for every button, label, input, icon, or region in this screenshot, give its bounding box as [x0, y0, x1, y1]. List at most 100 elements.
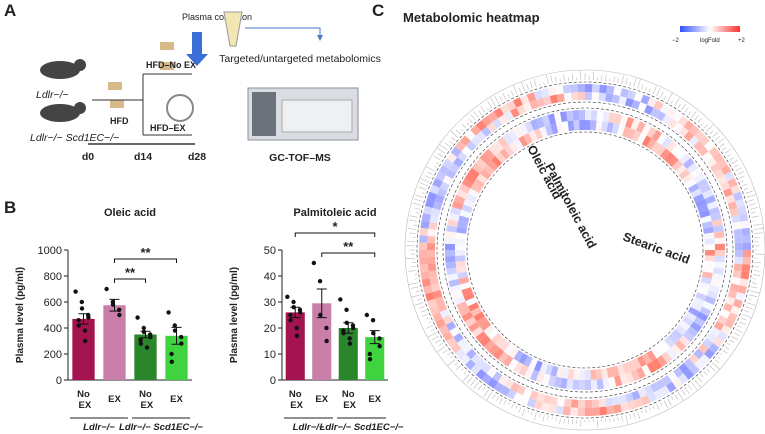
heatmap-cell — [533, 400, 543, 411]
heatmap-cell — [539, 126, 548, 138]
heatmap-cell — [523, 355, 533, 368]
heatmap-cell — [553, 112, 562, 124]
dendrogram-line — [722, 147, 727, 151]
heatmap-cell — [595, 120, 603, 132]
data-point — [179, 341, 184, 346]
dendrogram-line — [496, 396, 500, 401]
heatmap-cell — [570, 407, 578, 416]
heatmap-cell — [493, 381, 504, 393]
dendrogram-line — [621, 75, 624, 85]
dendrogram-line — [694, 115, 699, 121]
dendrogram-line — [750, 212, 756, 214]
data-point — [347, 336, 352, 341]
dendrogram-line — [473, 382, 479, 389]
heatmap-cell — [590, 110, 598, 121]
heatmap-cell — [695, 198, 707, 208]
heatmap-cell — [445, 255, 456, 263]
heatmap-cell — [643, 385, 654, 396]
dendrogram-line — [437, 147, 446, 154]
data-point — [166, 310, 171, 315]
heatmap-cell — [458, 183, 471, 194]
heatmap-cell — [550, 123, 559, 135]
y-tick-label: 600 — [44, 297, 62, 309]
y-tick-label: 40 — [264, 271, 276, 283]
dendrogram-line — [480, 106, 486, 113]
y-tick-label: 200 — [44, 349, 62, 361]
heatmap-cell — [734, 256, 743, 265]
heatmap-cell — [503, 110, 514, 122]
dendrogram-line — [613, 76, 615, 83]
instrument-label: GC-TOF–MS — [269, 152, 331, 164]
heatmap-cell — [716, 158, 728, 169]
dendrogram-line — [729, 157, 735, 161]
heatmap-cell — [693, 297, 705, 307]
dendrogram-line — [483, 389, 489, 398]
heatmap-cell — [507, 129, 519, 142]
heatmap-cell — [693, 193, 705, 203]
heatmap-cell — [438, 164, 450, 176]
significance-bracket — [321, 252, 376, 257]
y-tick-label: 20 — [264, 323, 276, 335]
heatmap-cell — [742, 235, 751, 243]
dendrogram-line — [717, 356, 721, 359]
heatmap-cell — [446, 267, 458, 275]
heatmap-cell — [722, 302, 733, 313]
heatmap-cell — [730, 305, 741, 316]
heatmap-cell — [529, 369, 540, 382]
heatmap-cell — [458, 306, 471, 317]
heatmap-cell — [547, 113, 557, 125]
heatmap-cell — [712, 225, 724, 233]
heatmap-cell — [567, 368, 575, 380]
x-tick-label: No EX — [76, 389, 92, 411]
dendrogram-line — [700, 374, 704, 378]
heatmap-cell — [427, 250, 436, 258]
heatmap-cell — [708, 284, 720, 294]
dendrogram-line — [409, 215, 419, 218]
data-point — [288, 312, 293, 318]
heatmap-cell — [544, 124, 554, 136]
dendrogram-line — [722, 349, 728, 354]
dendrogram-line — [703, 123, 709, 129]
heatmap-cell — [429, 184, 440, 195]
heatmap-cell — [690, 188, 703, 198]
heatmap-cell — [432, 289, 443, 299]
heatmap-cell — [461, 287, 473, 296]
heatmap-cell — [646, 138, 657, 150]
dendrogram-line — [691, 382, 698, 391]
dendrogram-line — [749, 290, 760, 294]
heatmap-cell — [475, 131, 487, 142]
heatmap-cell — [666, 381, 677, 393]
heatmap-cell — [673, 367, 684, 378]
heatmap-cell — [486, 367, 497, 378]
heatmap-cell — [613, 404, 622, 414]
heatmap-cell — [518, 135, 529, 147]
heatmap-cell — [636, 367, 646, 379]
heatmap-cell — [637, 355, 647, 368]
heatmap-cell — [506, 100, 517, 111]
heatmap-cell — [641, 353, 652, 365]
heatmap-cell — [459, 281, 471, 291]
heatmap-cell — [585, 120, 591, 131]
heatmap-cell — [479, 320, 492, 332]
heatmap-cell — [483, 324, 495, 336]
heatmap-cell — [572, 379, 580, 390]
heatmap-cell — [465, 130, 476, 141]
heatmap-cell — [710, 326, 721, 338]
heatmap-cell — [667, 332, 679, 344]
heatmap-cell — [732, 191, 743, 202]
dendrogram-line — [555, 417, 557, 421]
heatmap-cell — [560, 111, 568, 123]
heatmap-cell — [585, 110, 592, 121]
dendrogram-line — [731, 159, 738, 165]
food-icon — [160, 42, 174, 50]
heatmap-cell — [476, 316, 488, 327]
heatmap-cell — [661, 114, 673, 125]
dendrogram-line — [684, 107, 689, 113]
significance-label: ** — [125, 265, 136, 280]
heatmap-cell — [566, 378, 574, 390]
dendrogram-line — [414, 207, 421, 210]
heatmap-cell — [672, 111, 683, 123]
data-point — [344, 307, 349, 312]
heatmap-cell — [646, 361, 657, 374]
heatmap-cell — [667, 371, 678, 382]
